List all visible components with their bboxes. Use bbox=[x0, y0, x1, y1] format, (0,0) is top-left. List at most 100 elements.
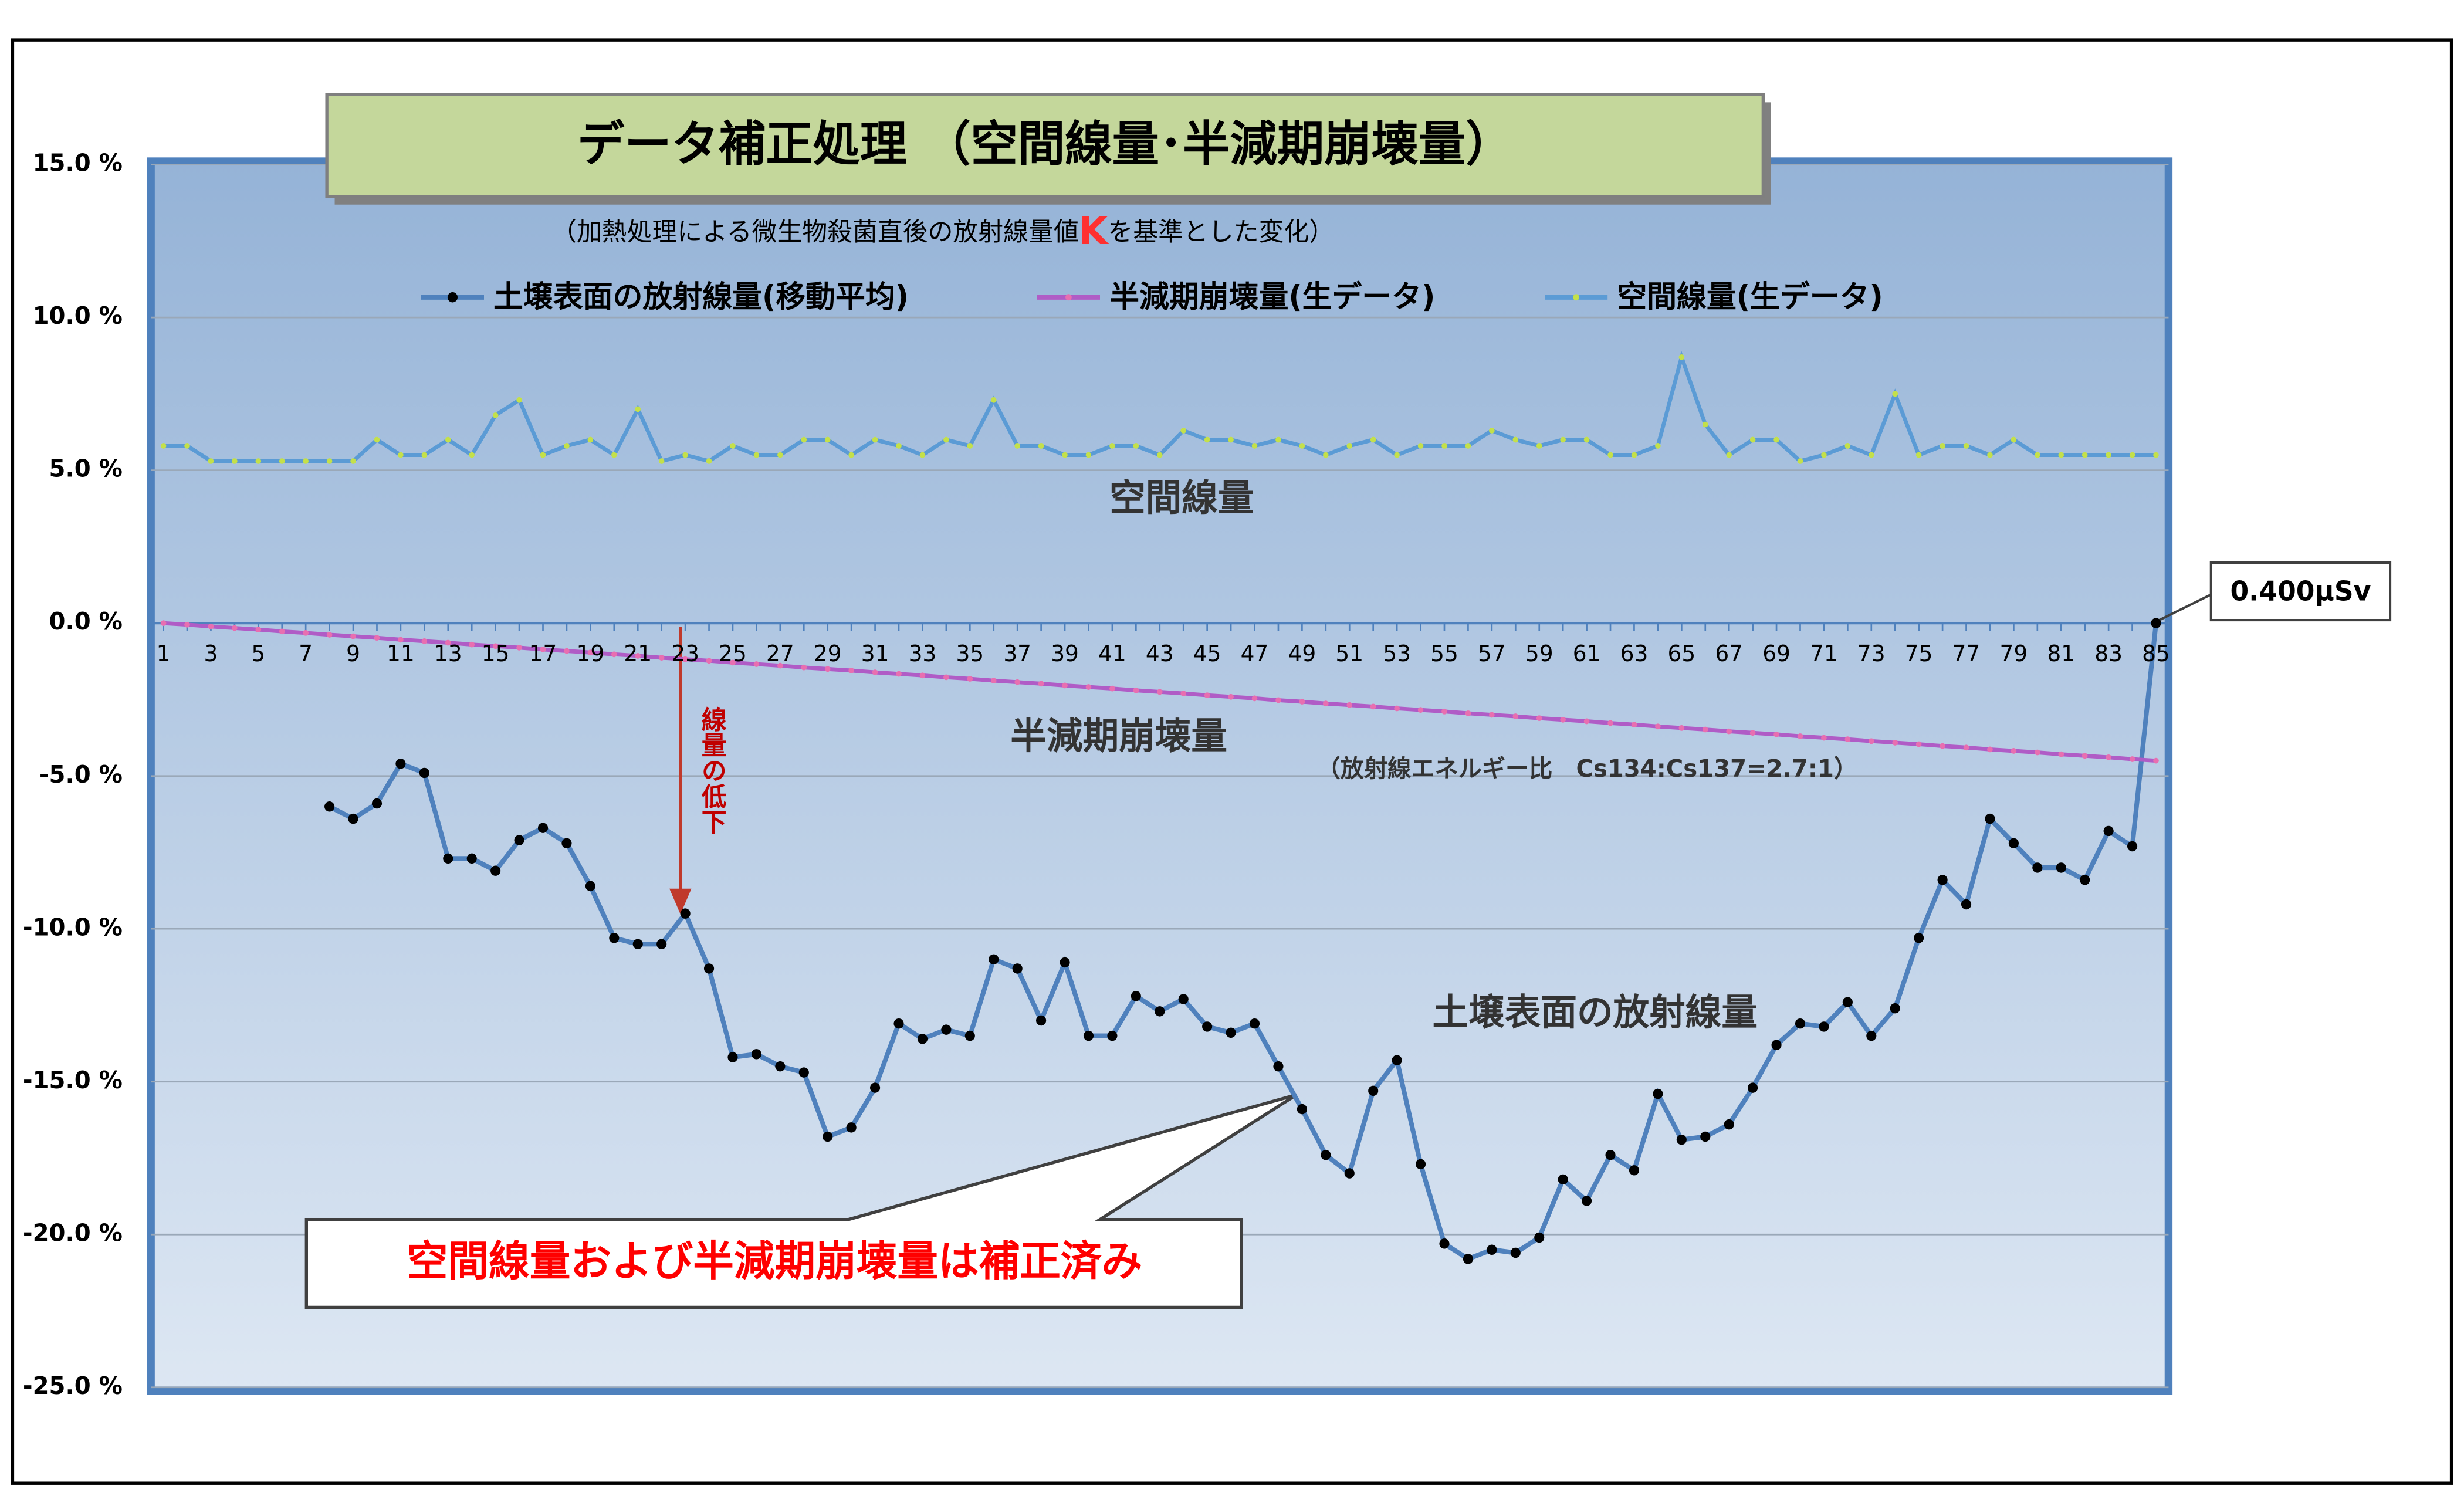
data-point bbox=[1249, 1018, 1260, 1029]
x-tick-label: 3 bbox=[204, 641, 218, 666]
data-point bbox=[658, 655, 665, 661]
x-tick-label: 39 bbox=[1051, 641, 1079, 666]
data-point bbox=[1392, 1055, 1402, 1065]
data-point bbox=[1036, 1015, 1047, 1026]
data-point bbox=[896, 671, 902, 677]
data-point bbox=[160, 443, 167, 449]
x-tick-label: 59 bbox=[1525, 641, 1553, 666]
data-point bbox=[682, 452, 688, 458]
data-point bbox=[1914, 933, 1924, 943]
data-point bbox=[279, 458, 285, 464]
data-point bbox=[445, 436, 451, 443]
x-tick-label: 31 bbox=[861, 641, 889, 666]
x-tick-label: 55 bbox=[1430, 641, 1458, 666]
data-point bbox=[1415, 1159, 1426, 1170]
annotation: 半減期崩壊量 bbox=[1010, 714, 1227, 757]
data-point bbox=[1465, 710, 1471, 716]
data-point bbox=[1155, 1006, 1165, 1017]
data-point bbox=[1583, 436, 1590, 443]
data-point bbox=[1629, 1165, 1640, 1176]
data-point bbox=[753, 452, 760, 458]
data-point bbox=[611, 452, 617, 458]
y-tick-label: -5.0 % bbox=[39, 760, 123, 788]
data-point bbox=[703, 963, 715, 974]
data-point bbox=[1180, 428, 1187, 434]
data-point bbox=[2153, 452, 2159, 458]
data-point bbox=[1346, 443, 1353, 449]
data-point bbox=[1607, 452, 1613, 458]
data-point bbox=[941, 1024, 952, 1035]
data-point bbox=[350, 458, 356, 464]
data-point bbox=[1487, 1244, 1497, 1255]
data-point bbox=[516, 397, 522, 403]
x-tick-label: 47 bbox=[1241, 641, 1269, 666]
data-point bbox=[1700, 1131, 1711, 1142]
data-point bbox=[2058, 452, 2064, 458]
data-point bbox=[421, 638, 428, 644]
data-point bbox=[303, 458, 309, 464]
data-point bbox=[255, 458, 262, 464]
x-tick-label: 43 bbox=[1146, 641, 1174, 666]
data-point bbox=[1560, 716, 1566, 723]
x-tick-label: 35 bbox=[956, 641, 984, 666]
y-tick-label: 5.0 % bbox=[49, 454, 123, 482]
data-point bbox=[2153, 757, 2159, 764]
data-point bbox=[2032, 862, 2043, 873]
data-point bbox=[184, 621, 190, 628]
data-point bbox=[1083, 1030, 1094, 1041]
data-point bbox=[1605, 1150, 1616, 1160]
data-point bbox=[1748, 1082, 1758, 1093]
data-point bbox=[1915, 452, 1922, 458]
x-tick-label: 17 bbox=[529, 641, 557, 666]
data-point bbox=[1631, 722, 1637, 728]
data-point bbox=[870, 1082, 881, 1093]
data-point bbox=[824, 436, 831, 443]
title-box bbox=[325, 93, 1765, 198]
data-point bbox=[1915, 741, 1922, 747]
data-point bbox=[990, 678, 997, 684]
data-point bbox=[1368, 1085, 1379, 1096]
data-point bbox=[160, 620, 167, 627]
data-point bbox=[751, 1049, 761, 1060]
data-point bbox=[1441, 443, 1447, 449]
data-point bbox=[917, 1034, 928, 1044]
data-point bbox=[540, 452, 546, 458]
data-point bbox=[1985, 813, 1995, 824]
data-point bbox=[1582, 1196, 1592, 1206]
data-point bbox=[872, 669, 878, 675]
data-point bbox=[492, 643, 499, 649]
data-point bbox=[1109, 685, 1115, 692]
data-point bbox=[1297, 1104, 1307, 1115]
data-point bbox=[1892, 739, 1898, 746]
data-point bbox=[1178, 994, 1189, 1004]
data-point bbox=[1655, 723, 1661, 730]
x-tick-label: 63 bbox=[1620, 641, 1649, 666]
data-point bbox=[208, 458, 214, 464]
data-point bbox=[777, 662, 783, 669]
x-tick-label: 77 bbox=[1952, 641, 1981, 666]
value-box-pointer bbox=[2158, 593, 2212, 621]
data-point bbox=[1510, 1247, 1521, 1258]
data-point bbox=[2106, 452, 2111, 458]
data-point bbox=[492, 412, 499, 418]
data-point bbox=[1892, 391, 1898, 397]
data-point bbox=[1678, 354, 1685, 360]
data-point bbox=[1014, 679, 1021, 685]
x-tick-label: 9 bbox=[346, 641, 360, 666]
data-point bbox=[919, 452, 926, 458]
data-point bbox=[753, 661, 760, 667]
x-tick-label: 15 bbox=[482, 641, 510, 666]
data-point bbox=[1156, 452, 1163, 458]
data-point bbox=[419, 767, 429, 779]
data-point bbox=[1273, 1061, 1284, 1072]
data-point bbox=[1726, 452, 1732, 458]
data-point bbox=[1724, 1119, 1734, 1130]
data-point bbox=[943, 674, 949, 681]
data-point bbox=[490, 865, 501, 876]
x-tick-label: 23 bbox=[671, 641, 699, 666]
data-point bbox=[1819, 1021, 1829, 1032]
data-point bbox=[1133, 443, 1139, 449]
data-point bbox=[1060, 957, 1070, 968]
data-point bbox=[587, 649, 594, 656]
data-point bbox=[730, 659, 736, 666]
